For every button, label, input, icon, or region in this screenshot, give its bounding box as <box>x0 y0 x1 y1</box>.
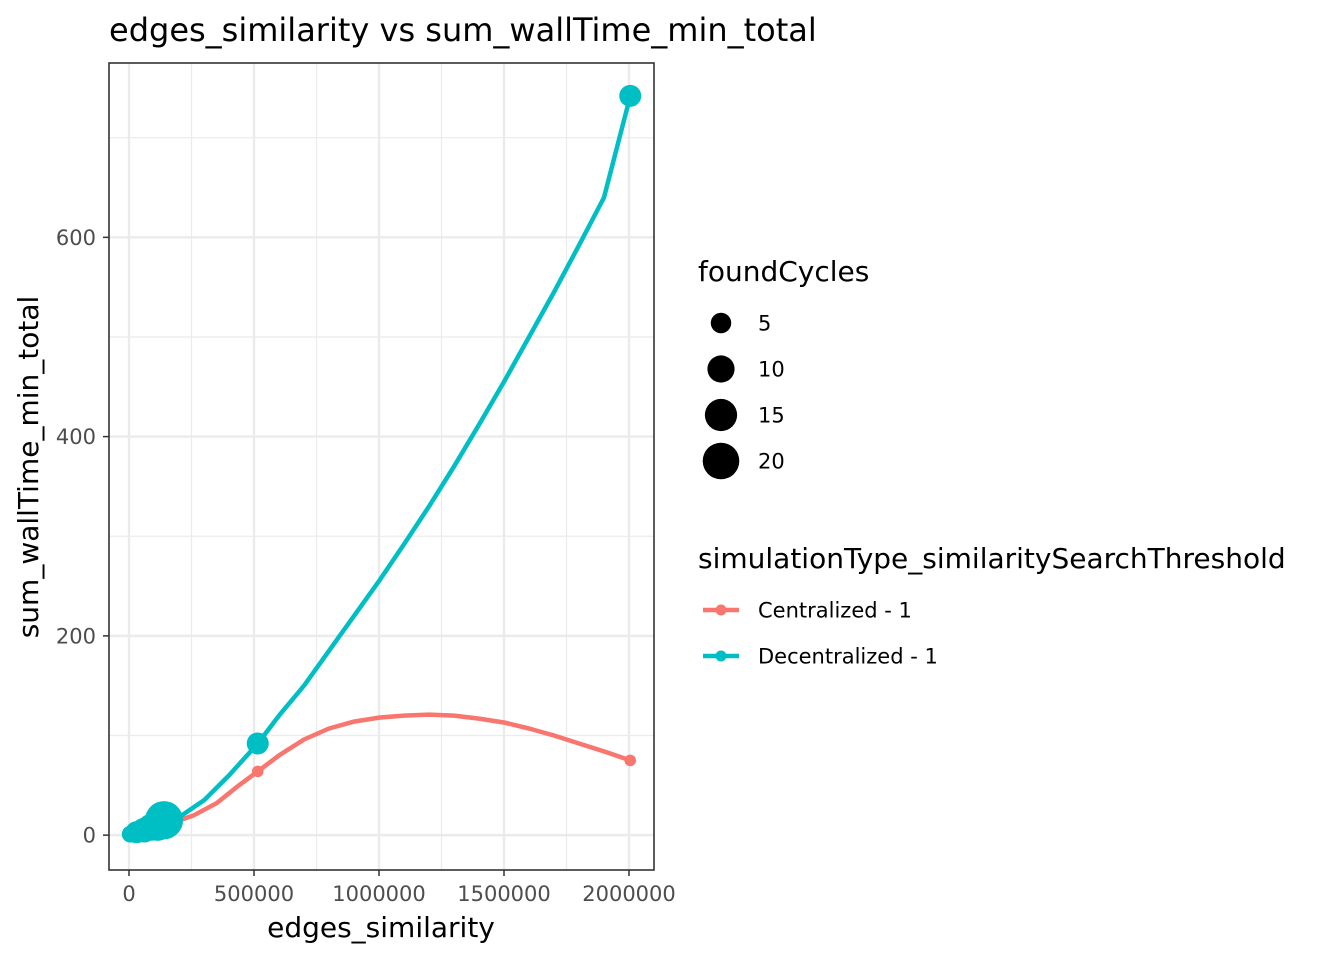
panel-background <box>109 63 654 870</box>
size-legend-label: 5 <box>758 312 771 336</box>
size-legend-title: foundCycles <box>698 255 869 288</box>
x-tick-label: 1000000 <box>332 882 426 906</box>
x-axis-title: edges_similarity <box>267 911 495 944</box>
y-axis-ticks: 0 200 400 600 <box>56 226 109 848</box>
size-legend-key <box>707 355 735 383</box>
x-tick-label: 1500000 <box>457 882 551 906</box>
size-legend-key <box>704 398 738 432</box>
y-tick-label: 400 <box>56 425 96 449</box>
plot-panel <box>109 63 654 870</box>
size-legend-label: 20 <box>758 450 785 474</box>
color-legend-dot <box>715 604 727 616</box>
size-legend-label: 15 <box>758 404 785 428</box>
data-point <box>619 84 642 107</box>
y-tick-label: 200 <box>56 624 96 648</box>
legend: foundCycles 5 10 15 20 simulationType_simil… <box>698 255 1286 669</box>
color-legend-dot <box>715 650 727 662</box>
x-tick-label: 2000000 <box>582 882 676 906</box>
data-point <box>624 754 637 767</box>
color-legend-label: Centralized - 1 <box>758 599 912 623</box>
x-tick-label: 500000 <box>214 882 294 906</box>
x-axis-ticks: 0 500000 1000000 1500000 2000000 <box>122 870 676 906</box>
y-tick-label: 0 <box>83 824 96 848</box>
data-points <box>121 84 642 844</box>
x-tick-label: 0 <box>122 882 135 906</box>
y-tick-label: 600 <box>56 226 96 250</box>
plot-border <box>108 62 655 871</box>
series-line-0 <box>126 712 633 838</box>
y-axis-title: sum_wallTime_min_total <box>12 296 45 639</box>
panel-border <box>108 62 655 871</box>
color-legend-entries: Centralized - 1 Decentralized - 1 <box>703 599 938 669</box>
size-legend-key <box>710 312 732 334</box>
chart-title: edges_similarity vs sum_wallTime_min_tot… <box>109 11 817 49</box>
smooth-lines <box>126 93 633 838</box>
size-legend-entries: 5 10 15 20 <box>702 312 785 480</box>
data-point <box>246 732 269 755</box>
color-legend-title: simulationType_similaritySearchThreshold <box>698 542 1286 575</box>
data-point <box>251 765 264 778</box>
color-legend-label: Decentralized - 1 <box>758 645 938 669</box>
size-legend-key <box>702 442 740 480</box>
data-point <box>144 801 184 840</box>
size-legend-label: 10 <box>758 358 785 382</box>
series-line-1 <box>126 93 633 838</box>
